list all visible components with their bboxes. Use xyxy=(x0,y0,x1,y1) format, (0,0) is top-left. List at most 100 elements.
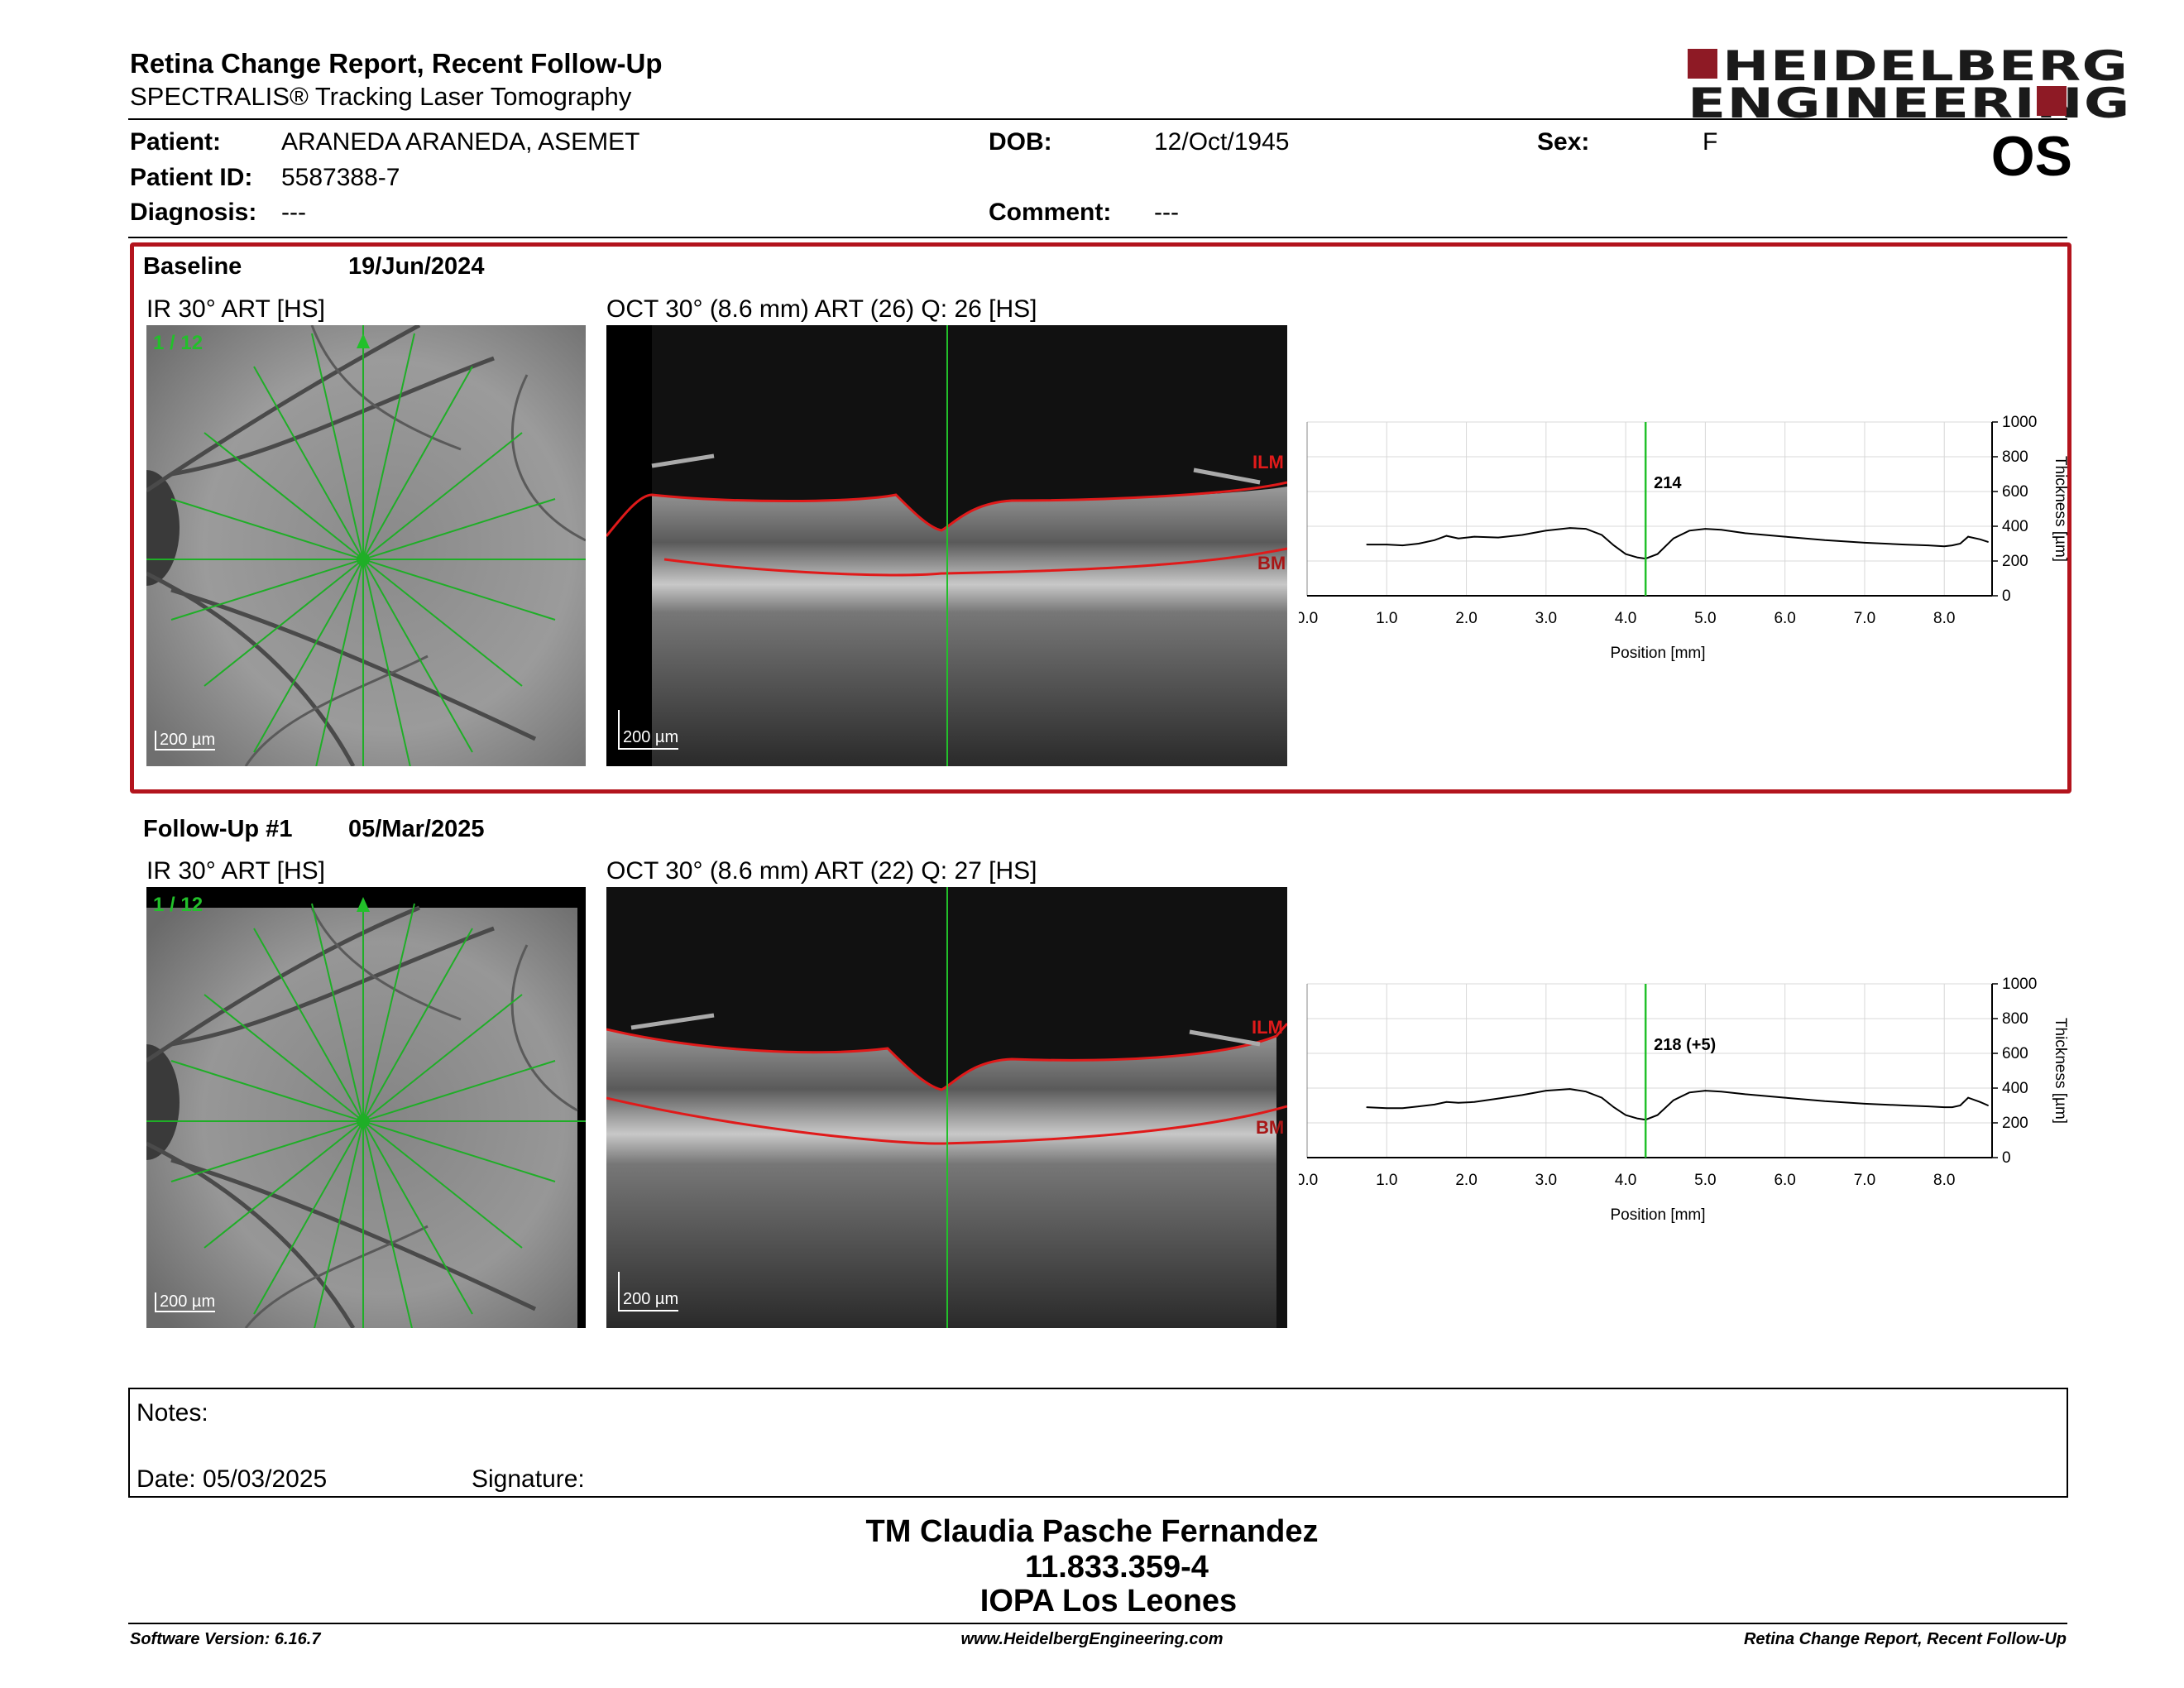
baseline-ir-image[interactable]: 1 / 12 200 µm xyxy=(146,325,586,766)
eye-indicator: OS xyxy=(1990,125,2072,188)
y-tick-label: 200 xyxy=(2002,1115,2028,1132)
thickness-point xyxy=(1636,557,1639,559)
thickness-point xyxy=(1497,536,1499,539)
thickness-point xyxy=(1784,535,1786,538)
thickness-point xyxy=(1824,1100,1826,1102)
thickness-point xyxy=(1967,535,1969,538)
followup-ir-label: IR 30° ART [HS] xyxy=(146,857,325,885)
x-tick-label: 8.0 xyxy=(1933,610,1955,627)
thickness-point xyxy=(1625,553,1626,555)
thickness-point xyxy=(1569,1088,1571,1090)
followup-chart-svg: 0.0 1.0 2.0 3.0 4.0 5.0 6.0 7.0 8.0 0 200 400 600 800… xyxy=(1296,976,2069,1224)
x-tick-label: 2.0 xyxy=(1455,610,1477,627)
baseline-date: 19/Jun/2024 xyxy=(348,253,485,280)
y-tick-label: 1000 xyxy=(2002,976,2037,993)
thickness-point xyxy=(1656,1114,1659,1116)
signer-org: IOPA Los Leones xyxy=(979,1584,1238,1618)
baseline-oct-image[interactable]: ILM BM 200 µm xyxy=(606,325,1287,766)
x-axis-label: Position [mm] xyxy=(1610,1206,1705,1224)
thickness-point xyxy=(1959,1105,1961,1106)
x-tick-label: 5.0 xyxy=(1694,1172,1716,1189)
thickness-point xyxy=(1959,543,1961,544)
y-tick-label: 600 xyxy=(2002,1045,2028,1062)
baseline-oct-label: OCT 30° (8.6 mm) ART (26) Q: 26 [HS] xyxy=(606,295,1037,323)
patient-id-label: Patient ID: xyxy=(130,164,253,191)
thickness-point xyxy=(1636,1117,1639,1120)
diagnosis-value: --- xyxy=(281,199,306,226)
logo-line1: HEIDELBERG xyxy=(1722,42,2129,90)
thickness-point xyxy=(1434,1104,1435,1105)
x-axis-label: Position [mm] xyxy=(1610,645,1705,662)
y-tick-label: 600 xyxy=(2002,483,2028,501)
notes-box[interactable]: Notes: Date: 05/03/2025 Signature: xyxy=(128,1388,2068,1498)
thickness-point xyxy=(1458,1102,1459,1104)
thickness-point xyxy=(1744,532,1746,535)
thickness-point xyxy=(1952,544,1953,546)
signer-name: TM Claudia Pasche Fernandez xyxy=(865,1514,1319,1549)
y-tick-label: 1000 xyxy=(2002,414,2037,431)
patient-id-value: 5587388-7 xyxy=(281,164,400,191)
thickness-point xyxy=(1612,544,1615,546)
thickness-point xyxy=(1987,1105,1989,1106)
software-version: Software Version: 6.16.7 xyxy=(130,1630,321,1648)
thickness-point xyxy=(1473,1101,1475,1103)
thickness-point xyxy=(1434,539,1435,541)
thickness-point xyxy=(1704,1090,1707,1091)
followup-oct-image[interactable]: ILM BM 200 µm xyxy=(606,887,1287,1328)
thickness-point xyxy=(1704,528,1707,530)
website-link[interactable]: www.HeidelbergEngineering.com xyxy=(960,1630,1224,1648)
followup-ir-svg xyxy=(146,897,586,1328)
y-tick-label: 200 xyxy=(2002,553,2028,570)
report-subtitle: SPECTRALIS® Tracking Laser Tomography xyxy=(130,82,632,111)
thickness-point xyxy=(1366,1106,1368,1108)
thickness-point xyxy=(1720,529,1722,530)
followup-bm-label: BM xyxy=(1256,1117,1285,1138)
x-tick-label: 1.0 xyxy=(1376,610,1397,627)
thickness-point xyxy=(1864,542,1866,544)
baseline-ir-scale: 200 µm xyxy=(155,731,216,750)
thickness-point xyxy=(1928,544,1929,546)
thickness-point xyxy=(1673,1099,1674,1101)
y-tick-label: 0 xyxy=(2002,587,2011,605)
diagnosis-label: Diagnosis: xyxy=(130,199,257,226)
sex-value: F xyxy=(1703,128,1718,156)
y-tick-label: 400 xyxy=(2002,1080,2028,1097)
thickness-point xyxy=(1601,1096,1603,1099)
thickness-point xyxy=(1569,527,1571,529)
thickness-point xyxy=(1824,539,1826,541)
x-tick-label: 4.0 xyxy=(1615,610,1636,627)
heidelberg-logo: HEIDELBERG ENGINEERING xyxy=(1688,46,2129,124)
thickness-point xyxy=(1952,1106,1953,1108)
dob-value: 12/Oct/1945 xyxy=(1154,128,1290,156)
thickness-point xyxy=(1458,537,1459,539)
x-tick-label: 7.0 xyxy=(1854,1172,1875,1189)
thickness-point xyxy=(1943,1106,1946,1108)
thickness-point xyxy=(1943,545,1946,547)
report-title: Retina Change Report, Recent Follow-Up xyxy=(130,48,663,79)
baseline-oct-scale: 200 µm xyxy=(618,710,679,750)
followup-oct-svg xyxy=(606,887,1287,1328)
y-axis-label: Thickness [µm] xyxy=(2052,1018,2068,1124)
thickness-point xyxy=(1366,544,1368,545)
x-tick-label: 8.0 xyxy=(1933,1172,1955,1189)
baseline-oct-svg xyxy=(606,325,1287,766)
followup-ir-image[interactable]: 1 / 12 200 µm xyxy=(146,887,586,1328)
x-tick-label: 7.0 xyxy=(1854,610,1875,627)
x-tick-label: 2.0 xyxy=(1455,1172,1477,1189)
thickness-point xyxy=(1401,1107,1404,1109)
thickness-series-line xyxy=(1367,1088,1989,1121)
thickness-point xyxy=(1417,543,1420,544)
notes-label: Notes: xyxy=(136,1399,208,1427)
baseline-highlight-frame xyxy=(130,242,2071,794)
thickness-point xyxy=(1497,1097,1499,1100)
x-tick-label: 3.0 xyxy=(1535,1172,1557,1189)
comment-value: --- xyxy=(1154,199,1179,226)
y-axis-label: Thickness [µm] xyxy=(2052,456,2068,562)
baseline-bm-line xyxy=(663,547,1287,577)
thickness-point xyxy=(1625,1114,1626,1116)
sex-label: Sex: xyxy=(1537,128,1590,156)
thickness-point xyxy=(1979,1101,1981,1103)
thickness-point xyxy=(1864,1103,1866,1105)
thickness-point xyxy=(1386,544,1388,545)
y-tick-label: 800 xyxy=(2002,448,2028,466)
